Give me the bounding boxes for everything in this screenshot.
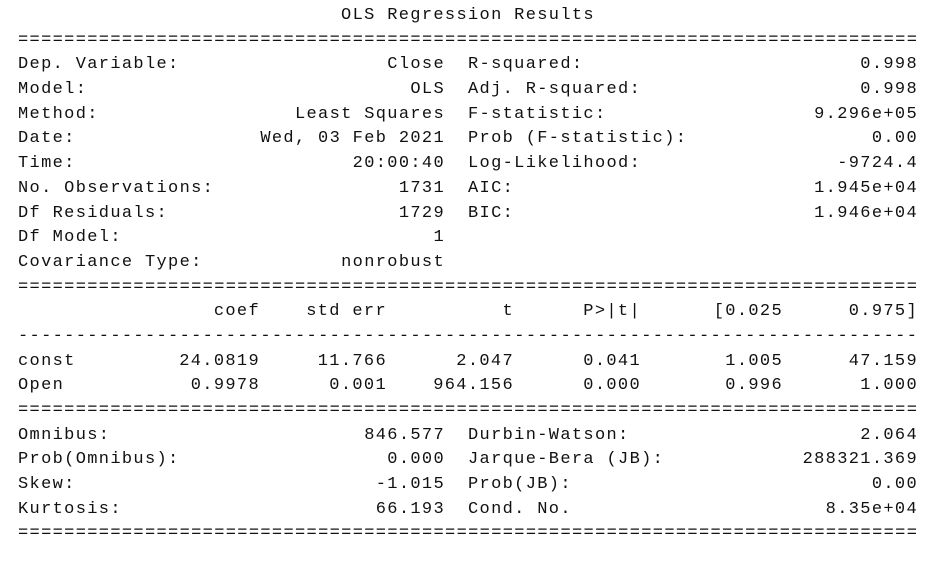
std-err-value: 0.001 xyxy=(329,376,387,396)
single-separator: ----------------------------------------… xyxy=(18,326,918,346)
double-separator: ========================================… xyxy=(18,277,918,297)
left-value: OLS xyxy=(410,80,445,100)
right-label: Cond. No. xyxy=(468,499,572,519)
table-row: Date: Wed, 03 Feb 2021 Prob (F-statistic):… xyxy=(0,127,938,152)
left-label: Kurtosis: xyxy=(18,499,122,519)
ci-lower-value: 1.005 xyxy=(725,351,783,371)
left-label: Df Residuals: xyxy=(18,203,169,223)
left-label: Method: xyxy=(18,104,99,124)
ols-summary: OLS Regression Results =================… xyxy=(0,4,938,547)
header-ci-lower: [0.025 xyxy=(713,302,783,322)
left-label: Prob(Omnibus): xyxy=(18,450,180,470)
right-value: 1.945e+04 xyxy=(814,178,918,198)
double-separator: ========================================… xyxy=(18,524,918,544)
right-label: Adj. R-squared: xyxy=(468,80,642,100)
right-value: 1.946e+04 xyxy=(814,203,918,223)
right-label: Log-Likelihood: xyxy=(468,154,642,174)
table-row: Method: Least Squares F-statistic: 9.296e+0… xyxy=(0,103,938,128)
std-err-value: 11.766 xyxy=(317,351,387,371)
variable-name: const xyxy=(18,351,76,371)
left-value: 66.193 xyxy=(375,499,445,519)
coef-table: const 24.0819 11.766 2.047 0.041 1.005 47.159 O… xyxy=(0,350,938,399)
table-row: Prob(Omnibus): 0.000 Jarque-Bera (JB): 2883… xyxy=(0,448,938,473)
table-row: Dep. Variable: Close R-squared: 0.998 xyxy=(0,53,938,78)
right-value: 8.35e+04 xyxy=(825,499,918,519)
right-label: R-squared: xyxy=(468,55,584,75)
header-t: t xyxy=(502,302,514,322)
header-std-err: std err xyxy=(306,302,387,322)
table-row: Kurtosis: 66.193 Cond. No. 8.35e+04 xyxy=(0,498,938,523)
coef-row: Open 0.9978 0.001 964.156 0.000 0.996 1.000 xyxy=(0,374,938,399)
table-row: Skew: -1.015 Prob(JB): 0.00 xyxy=(0,473,938,498)
left-value: 1731 xyxy=(398,178,445,198)
table-row: Df Residuals: 1729 BIC: 1.946e+04 xyxy=(0,202,938,227)
left-label: Df Model: xyxy=(18,228,122,248)
left-value: 1729 xyxy=(398,203,445,223)
diagnostics-table: Omnibus: 846.577 Durbin-Watson: 2.064 Prob(O… xyxy=(0,424,938,523)
table-row: Model: OLS Adj. R-squared: 0.998 xyxy=(0,78,938,103)
left-label: Omnibus: xyxy=(18,425,111,445)
left-value: Least Squares xyxy=(294,104,445,124)
left-value: 1 xyxy=(433,228,445,248)
coef-header-row: coef std err t P>|t| [0.025 0.975] xyxy=(0,300,938,325)
right-label: F-statistic: xyxy=(468,104,607,124)
table-row: Covariance Type: nonrobust xyxy=(0,251,938,276)
p-value-value: 0.041 xyxy=(583,351,641,371)
left-label: Skew: xyxy=(18,475,76,495)
coef-value: 24.0819 xyxy=(179,351,260,371)
left-label: Date: xyxy=(18,129,76,149)
left-value: 20:00:40 xyxy=(352,154,445,174)
right-label: AIC: xyxy=(468,178,515,198)
right-value: 0.00 xyxy=(871,475,918,495)
coef-value: 0.9978 xyxy=(190,376,260,396)
right-label: Prob(JB): xyxy=(468,475,572,495)
right-value: 0.998 xyxy=(860,55,918,75)
table-row: Omnibus: 846.577 Durbin-Watson: 2.064 xyxy=(0,424,938,449)
left-value: nonrobust xyxy=(341,252,445,272)
summary-title: OLS Regression Results xyxy=(341,6,595,25)
ci-lower-value: 0.996 xyxy=(725,376,783,396)
left-label: Time: xyxy=(18,154,76,174)
right-value: -9724.4 xyxy=(837,154,918,174)
table-row: No. Observations: 1731 AIC: 1.945e+04 xyxy=(0,177,938,202)
left-value: 0.000 xyxy=(387,450,445,470)
left-value: -1.015 xyxy=(375,475,445,495)
header-coef: coef xyxy=(213,302,260,322)
ci-upper-value: 1.000 xyxy=(860,376,918,396)
left-label: Covariance Type: xyxy=(18,252,203,272)
right-value: 9.296e+05 xyxy=(814,104,918,124)
header-p-value: P>|t| xyxy=(583,302,641,322)
right-value: 0.00 xyxy=(871,129,918,149)
left-label: Model: xyxy=(18,80,88,100)
left-value: Close xyxy=(387,55,445,75)
right-value: 2.064 xyxy=(860,425,918,445)
p-value-value: 0.000 xyxy=(583,376,641,396)
variable-name: Open xyxy=(18,376,65,396)
model-info-table: Dep. Variable: Close R-squared: 0.998 Model:… xyxy=(0,53,938,275)
header-ci-upper: 0.975] xyxy=(848,302,918,322)
right-label: Durbin-Watson: xyxy=(468,425,630,445)
right-value: 288321.369 xyxy=(802,450,918,470)
double-separator: ========================================… xyxy=(18,401,918,420)
table-row: Time: 20:00:40 Log-Likelihood: -9724.4 xyxy=(0,152,938,177)
double-separator: ========================================… xyxy=(18,30,918,50)
right-label: BIC: xyxy=(468,203,515,223)
table-row: Df Model: 1 xyxy=(0,226,938,251)
left-value: Wed, 03 Feb 2021 xyxy=(260,129,445,149)
t-value: 2.047 xyxy=(456,351,514,371)
left-label: No. Observations: xyxy=(18,178,215,198)
right-label: Prob (F-statistic): xyxy=(468,129,688,149)
title-line: OLS Regression Results xyxy=(0,4,938,29)
ci-upper-value: 47.159 xyxy=(848,351,918,371)
left-label: Dep. Variable: xyxy=(18,55,180,75)
right-label: Jarque-Bera (JB): xyxy=(468,450,665,470)
coef-row: const 24.0819 11.766 2.047 0.041 1.005 47.159 xyxy=(0,350,938,375)
left-value: 846.577 xyxy=(364,425,445,445)
right-value: 0.998 xyxy=(860,80,918,100)
t-value: 964.156 xyxy=(433,376,514,396)
